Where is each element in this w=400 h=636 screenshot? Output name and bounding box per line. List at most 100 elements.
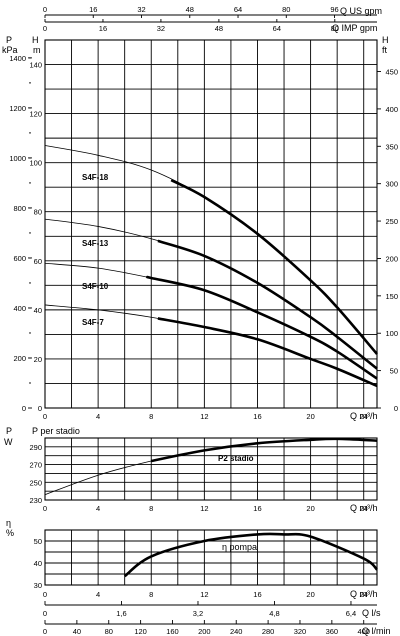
lmin-tick-label: 240 <box>230 627 243 636</box>
eta-unit: % <box>6 528 14 538</box>
h-left-label: H <box>32 35 39 45</box>
p-axis-unit: kPa <box>2 45 18 55</box>
power-y-tick-label: 290 <box>29 443 42 452</box>
ft-tick-label: 0 <box>394 404 398 413</box>
p-tick-label: 600 <box>13 254 26 263</box>
curve-eta-pompa <box>123 532 378 578</box>
ls-label: Q l/s <box>362 608 381 618</box>
us-gpm-label: Q US gpm <box>340 6 382 16</box>
p-tick-label: 200 <box>13 354 26 363</box>
p-tick-label: 1000 <box>9 154 26 163</box>
imp-gpm-label: Q IMP gpm <box>332 23 377 33</box>
p-tick-label: 800 <box>13 204 26 213</box>
p-axis-label: P <box>6 35 12 45</box>
lmin-tick-label: 280 <box>262 627 275 636</box>
h-left-unit: m <box>33 45 41 55</box>
power-p-letter: P <box>6 426 12 436</box>
lmin-label: Q l/min <box>362 626 391 636</box>
eff-x-tick-label: 0 <box>43 590 47 599</box>
ft-tick-label: 450 <box>385 68 398 77</box>
power-unit: W <box>4 437 13 447</box>
lmin-tick-label: 200 <box>198 627 211 636</box>
p-tick-label: 1200 <box>9 104 26 113</box>
eff-x-label: Q m³/h <box>350 589 378 599</box>
ft-tick-label: 400 <box>385 105 398 114</box>
p-tick-label: 400 <box>13 304 26 313</box>
lmin-tick-label: 120 <box>134 627 147 636</box>
head-x-label: Q m³/h <box>350 411 378 421</box>
imp-gpm-tick-label: 0 <box>43 24 47 33</box>
m-tick-label: 60 <box>34 257 42 266</box>
m-tick-label: 120 <box>29 110 42 119</box>
imp-gpm-tick-label: 64 <box>273 24 281 33</box>
eff-y-tick-label: 40 <box>34 559 42 568</box>
head-x-tick-label: 24 <box>360 412 368 421</box>
ft-tick-label: 200 <box>385 254 398 263</box>
power-x-tick-label: 16 <box>253 504 261 513</box>
lmin-tick-label: 360 <box>326 627 339 636</box>
h-right-label: H <box>382 35 389 45</box>
power-chart: P P per stadio W 230 250 270 290 0 4 8 12 16 20 24… <box>4 426 378 513</box>
us-gpm-tick-label: 16 <box>89 5 97 14</box>
ft-tick-label: 300 <box>385 180 398 189</box>
ls-tick-label: 0 <box>43 609 47 618</box>
imp-gpm-tick-label: 32 <box>157 24 165 33</box>
us-gpm-tick-label: 0 <box>43 5 47 14</box>
us-gpm-tick-label: 32 <box>137 5 145 14</box>
us-gpm-tick-label: 64 <box>234 5 242 14</box>
m-tick-label: 0 <box>38 404 42 413</box>
eff-y-tick-label: 50 <box>34 537 42 546</box>
ft-tick-label: 100 <box>385 329 398 338</box>
head-x-tick-label: 4 <box>96 412 100 421</box>
curve-p2-stadio-operating <box>150 437 378 463</box>
curve-label-p2-stadio: P2 stadio <box>218 454 254 463</box>
lmin-tick-label: 0 <box>43 627 47 636</box>
power-x-tick-label: 24 <box>360 504 368 513</box>
m-tick-label: 20 <box>34 355 42 364</box>
lmin-tick-label: 160 <box>166 627 179 636</box>
curve-label-s4f-7: S4F-7 <box>82 318 104 327</box>
ls-tick-label: 4,8 <box>269 609 279 618</box>
curve-label-s4f-13: S4F-13 <box>82 239 109 248</box>
eff-x-tick-label: 4 <box>96 590 100 599</box>
power-y-tick-label: 270 <box>29 461 42 470</box>
m-tick-label: 80 <box>34 208 42 217</box>
m-tick-label: 40 <box>34 306 42 315</box>
curve-s4f-7-operating <box>157 317 378 388</box>
lmin-tick-label: 40 <box>73 627 81 636</box>
eff-x-tick-label: 12 <box>200 590 208 599</box>
lmin-tick-label: 320 <box>294 627 307 636</box>
m-tick-label: 100 <box>29 159 42 168</box>
top-imp-gpm-axis: 0 16 32 48 64 80 Q IMP gpm <box>43 19 377 33</box>
curve-label-s4f-18: S4F-18 <box>82 173 109 182</box>
ls-tick-label: 6,4 <box>346 609 356 618</box>
curve-s4f-13-operating <box>157 239 378 370</box>
ft-tick-label: 350 <box>385 142 398 151</box>
h-right-unit: ft <box>382 45 388 55</box>
p-tick-label: 1400 <box>9 54 26 63</box>
power-x-tick-label: 8 <box>149 504 153 513</box>
imp-gpm-tick-label: 48 <box>215 24 223 33</box>
power-title: P per stadio <box>32 426 80 436</box>
ft-tick-label: 50 <box>390 367 398 376</box>
head-x-tick-label: 20 <box>306 412 314 421</box>
curve-s4f-10-operating <box>146 275 378 380</box>
lmin-tick-label: 80 <box>105 627 113 636</box>
eta-symbol: η <box>6 518 11 528</box>
imp-gpm-tick-label: 80 <box>331 24 339 33</box>
head-frame <box>44 39 378 409</box>
power-y-tick-label: 230 <box>29 496 42 505</box>
us-gpm-tick-label: 80 <box>282 5 290 14</box>
head-x-tick-label: 12 <box>200 412 208 421</box>
ls-tick-label: 3,2 <box>193 609 203 618</box>
imp-gpm-tick-label: 16 <box>99 24 107 33</box>
curve-s4f-18-operating <box>170 178 378 355</box>
m-tick-label: 140 <box>29 61 42 70</box>
ft-tick-label: 150 <box>385 292 398 301</box>
eff-x-tick-label: 24 <box>360 590 368 599</box>
eff-y-tick-label: 30 <box>34 581 42 590</box>
head-x-tick-label: 0 <box>43 412 47 421</box>
head-chart: P kPa H m H ft 0200400600800100012001400… <box>2 35 398 421</box>
power-x-tick-label: 0 <box>43 504 47 513</box>
